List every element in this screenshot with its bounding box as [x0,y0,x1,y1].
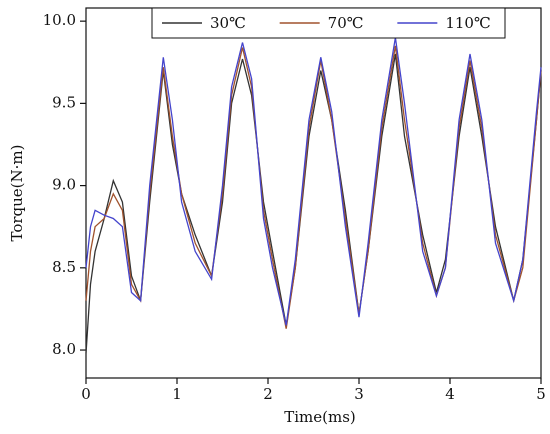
x-tick-label: 3 [354,385,364,403]
legend-label: 70℃ [328,14,364,32]
x-tick-label: 5 [536,385,546,403]
x-tick-label: 4 [445,385,455,403]
legend-box [151,7,506,39]
y-tick-label: 9.5 [52,93,76,111]
y-tick-label: 8.0 [52,340,76,358]
legend-label: 110℃ [445,14,490,32]
series-line [85,45,542,329]
y-axis-label: Torque(N·m) [8,144,26,241]
plot-frame [85,7,542,379]
y-tick-label: 9.0 [52,176,76,194]
legend-label: 30℃ [210,14,246,32]
x-tick-label: 1 [172,385,182,403]
y-tick-label: 8.5 [52,258,76,276]
x-axis-label: Time(ms) [284,408,356,426]
x-tick-label: 2 [263,385,273,403]
x-tick-label: 0 [81,385,91,403]
y-tick-label: 10.0 [43,11,76,29]
series-line [85,37,542,326]
